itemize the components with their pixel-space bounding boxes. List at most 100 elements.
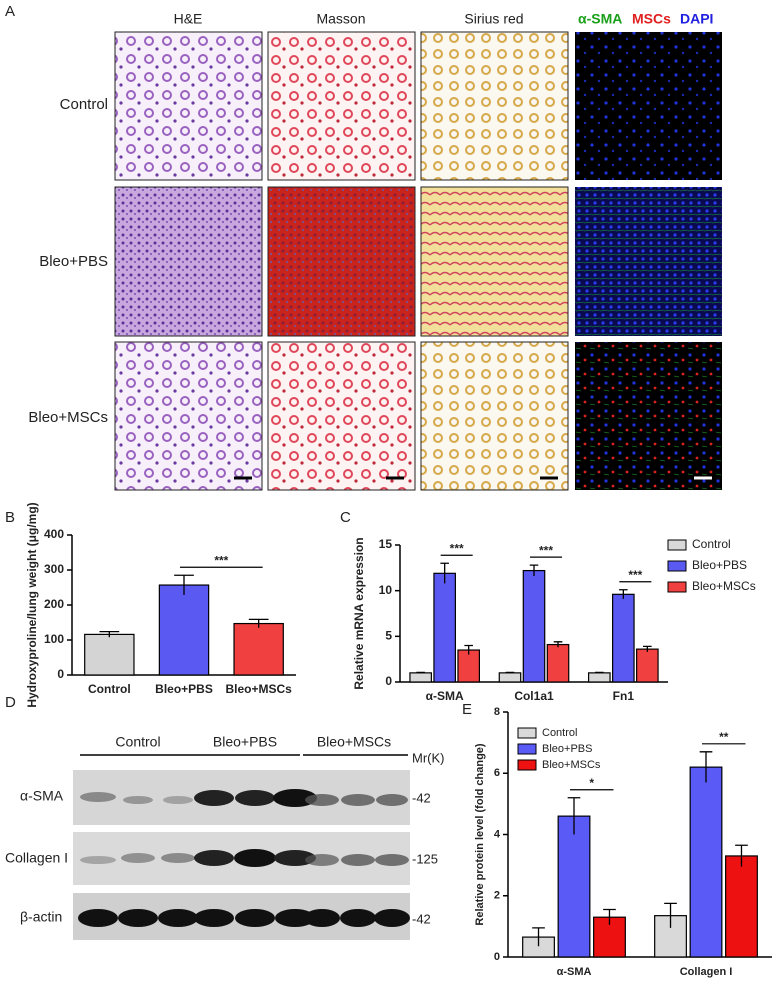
y-tick-label: 4: [494, 828, 501, 840]
micrograph: [420, 31, 569, 181]
panel-letter: C: [340, 509, 351, 526]
error-bar: [248, 618, 269, 628]
significance: ***: [450, 541, 464, 555]
y-tick-label: 6: [494, 767, 500, 779]
error-bar: [553, 641, 563, 648]
micrograph: [575, 187, 722, 336]
legend-swatch: [667, 539, 687, 551]
bar: [612, 593, 635, 683]
column-header: MSCs: [632, 11, 671, 27]
legend-label: Bleo+PBS: [692, 558, 747, 572]
y-tick-label: 100: [44, 632, 64, 646]
micrograph: [114, 31, 263, 181]
y-tick-label: 5: [385, 629, 392, 643]
bar: [588, 672, 611, 683]
protein-label: Collagen I: [5, 850, 68, 866]
x-tick-label: Bleo+PBS: [155, 682, 213, 696]
significance: *: [589, 776, 594, 790]
bar: [158, 584, 210, 676]
legend-swatch: [667, 560, 687, 572]
y-tick-label: 15: [379, 537, 393, 551]
x-tick-label: Fn1: [613, 689, 635, 703]
column-header: Sirius red: [464, 11, 523, 27]
row-label: Bleo+MSCs: [28, 409, 108, 426]
bar: [546, 643, 570, 683]
legend-label: Bleo+MSCs: [542, 759, 601, 771]
y-tick-label: 10: [379, 583, 393, 597]
error-bar: [532, 927, 545, 947]
y-axis-label: Relative mRNA expression: [352, 537, 366, 689]
weight-label: -125: [412, 851, 438, 866]
mr-label: Mr(K): [412, 750, 445, 765]
legend-label: Bleo+PBS: [542, 743, 592, 755]
legend-swatch: [517, 759, 537, 771]
panel-letter: A: [5, 3, 15, 20]
legend-swatch: [517, 743, 537, 755]
micrograph: [114, 341, 263, 491]
x-tick-label: α-SMA: [426, 689, 464, 703]
legend-swatch: [667, 581, 687, 593]
micrograph: [420, 186, 569, 337]
x-tick-label: Col1a1: [514, 689, 554, 703]
y-tick-label: 0: [57, 667, 64, 681]
panel-letter: D: [5, 694, 16, 711]
bar: [636, 648, 659, 683]
bar: [457, 649, 480, 683]
y-axis-label: Hydroxyproline/lung weight (μg/mg): [25, 502, 39, 707]
group-label: Bleo+PBS: [213, 734, 277, 750]
significance: ***: [628, 568, 642, 582]
protein-label: α-SMA: [20, 788, 64, 804]
column-header: DAPI: [680, 11, 713, 27]
y-tick-label: 0: [494, 951, 500, 963]
significance: ***: [539, 543, 553, 557]
error-bar: [505, 671, 515, 674]
legend-label: Bleo+MSCs: [692, 579, 756, 593]
y-tick-label: 8: [494, 706, 500, 718]
error-bar: [603, 908, 616, 925]
error-bar: [699, 751, 713, 783]
x-tick-label: α-SMA: [557, 966, 592, 978]
bar: [409, 672, 432, 683]
y-axis-label: Relative protein level (fold change): [474, 743, 486, 925]
micrograph: [575, 32, 722, 180]
bar: [84, 633, 135, 676]
y-tick-label: 400: [44, 527, 64, 541]
y-tick-label: 300: [44, 562, 64, 576]
micrograph: [575, 342, 722, 490]
error-bar: [99, 630, 120, 638]
bar: [522, 569, 546, 683]
legend-label: Control: [692, 537, 731, 551]
bar: [433, 572, 456, 683]
y-tick-label: 0: [385, 674, 392, 688]
column-header: Masson: [316, 11, 365, 27]
legend-swatch: [517, 727, 537, 739]
group-label: Control: [115, 734, 160, 750]
y-tick-label: 200: [44, 597, 64, 611]
error-bar: [174, 574, 194, 595]
x-tick-label: Collagen I: [680, 966, 733, 978]
x-tick-label: Bleo+MSCs: [225, 682, 292, 696]
column-header: α-SMA: [578, 11, 622, 27]
error-bar: [619, 589, 628, 599]
micrograph-grid: [114, 31, 722, 491]
row-label: Bleo+PBS: [39, 253, 108, 270]
significance: ***: [214, 553, 228, 567]
micrograph: [267, 341, 416, 491]
weight-label: -42: [412, 911, 431, 926]
error-bar: [567, 797, 581, 835]
micrograph: [114, 186, 263, 337]
group-label: Bleo+MSCs: [317, 734, 391, 750]
panel-letter: B: [5, 509, 15, 526]
x-tick-label: Control: [88, 682, 131, 696]
error-bar: [664, 902, 677, 928]
blot: [73, 770, 410, 940]
column-header: H&E: [174, 11, 203, 27]
error-bar: [529, 564, 539, 577]
row-label: Control: [60, 96, 108, 113]
panel-letter: E: [462, 701, 472, 718]
bar: [498, 672, 522, 683]
legend-label: Control: [542, 727, 577, 739]
micrograph: [267, 31, 416, 181]
bar: [557, 815, 591, 958]
significance: **: [719, 730, 729, 744]
